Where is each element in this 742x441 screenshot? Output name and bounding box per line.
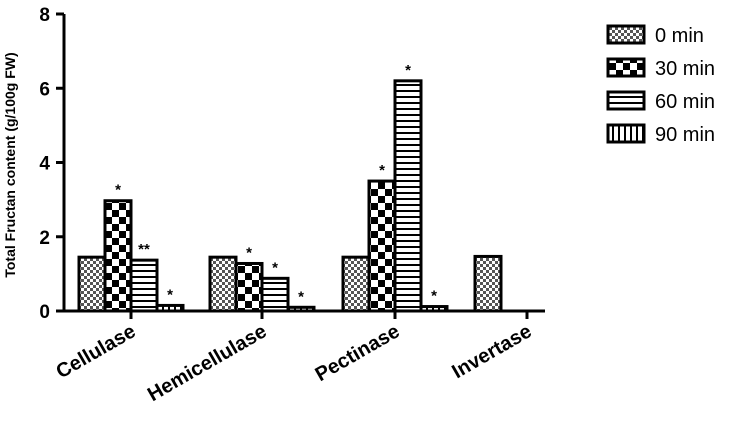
y-axis: 0 2 4 6 8 <box>39 5 66 323</box>
y-axis-title: Total Fructan content (g/100g FW) <box>2 52 18 277</box>
significance-marker: ** <box>138 241 150 258</box>
significance-marker: * <box>246 244 252 261</box>
significance-marker: * <box>431 288 437 305</box>
bar-pectinase-90min <box>419 305 449 313</box>
bar-hemicellulase-0min <box>208 255 238 313</box>
legend-label: 90 min <box>655 124 715 146</box>
legend: 0 min 30 min 60 min 90 min <box>606 24 715 146</box>
bar-hemicellulase-90min <box>286 305 316 313</box>
bar-invertase-0min <box>473 254 503 313</box>
legend-swatch <box>606 57 646 78</box>
significance-marker: * <box>405 62 411 79</box>
significance-marker: * <box>167 286 173 303</box>
legend-swatch <box>606 24 646 45</box>
bar-pectinase-30min <box>367 179 397 313</box>
legend-label: 60 min <box>655 91 715 113</box>
legend-label: 30 min <box>655 58 715 80</box>
bars-group <box>77 79 503 313</box>
category-labels: Cellulase Hemicellulase Pectinase Invertase <box>52 320 535 406</box>
y-tick-label: 6 <box>39 79 50 100</box>
bar-pectinase-60min <box>393 79 423 313</box>
y-tick-label: 2 <box>39 228 50 249</box>
category-label: Invertase <box>448 320 535 383</box>
category-label: Pectinase <box>312 320 404 386</box>
legend-label: 0 min <box>655 25 704 47</box>
bar-cellulase-30min <box>103 199 133 313</box>
bar-pectinase-0min <box>341 255 371 313</box>
bar-cellulase-90min <box>155 303 185 313</box>
bar-cellulase-0min <box>77 255 107 313</box>
bar-hemicellulase-60min <box>260 276 290 313</box>
y-tick-label: 4 <box>39 154 50 175</box>
y-tick-label: 0 <box>39 302 50 323</box>
category-label: Cellulase <box>52 320 139 383</box>
y-tick-label: 8 <box>39 5 50 26</box>
significance-marker: * <box>115 182 121 199</box>
category-label: Hemicellulase <box>144 320 271 406</box>
legend-swatch <box>606 90 646 111</box>
significance-marker: * <box>272 259 278 276</box>
significance-marker: * <box>298 288 304 305</box>
significance-annotations: ********** <box>115 62 437 305</box>
bar-hemicellulase-30min <box>234 261 264 313</box>
legend-swatch <box>606 123 646 144</box>
significance-marker: * <box>379 162 385 179</box>
bar-cellulase-60min <box>129 258 159 313</box>
